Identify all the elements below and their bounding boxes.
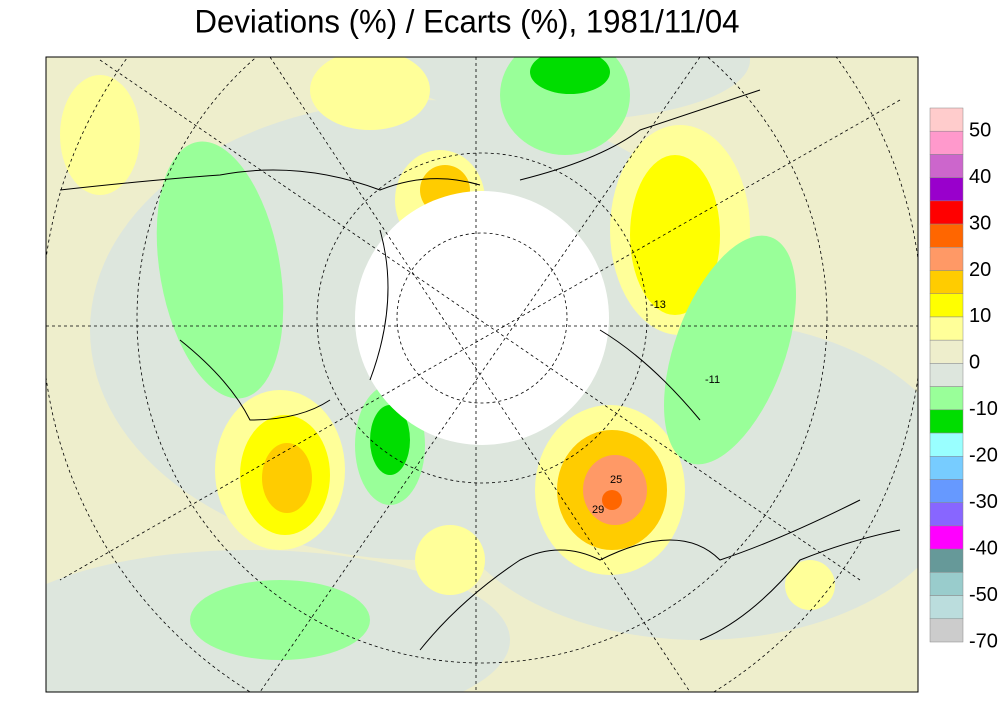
legend-label: -10 bbox=[969, 398, 998, 420]
legend: 50 40 30 20 10 0 -10 -20 -30 -40 -50 -70 bbox=[929, 107, 998, 652]
title: Deviations (%) / Ecarts (%), 1981/11/04 bbox=[195, 3, 740, 39]
legend-swatch bbox=[929, 572, 964, 596]
legend-label: -40 bbox=[969, 537, 998, 559]
legend-swatch bbox=[929, 479, 964, 503]
legend-label: 20 bbox=[969, 259, 991, 281]
legend-swatch bbox=[929, 548, 964, 573]
map: 29 25 -13 -11 bbox=[46, 57, 918, 692]
legend-label: 10 bbox=[969, 305, 991, 327]
legend-swatch bbox=[929, 177, 964, 202]
legend-label: -20 bbox=[969, 445, 998, 467]
legend-swatch bbox=[929, 247, 964, 271]
contour-label: 25 bbox=[610, 474, 622, 486]
legend-swatch bbox=[929, 316, 964, 341]
legend-swatch bbox=[929, 270, 964, 294]
legend-label: 40 bbox=[969, 166, 991, 188]
legend-swatch bbox=[929, 363, 964, 387]
legend-swatch bbox=[929, 154, 964, 178]
legend-swatch bbox=[929, 107, 964, 132]
contour-label: 29 bbox=[592, 504, 604, 516]
contour-label: -11 bbox=[705, 374, 720, 386]
legend-swatch bbox=[929, 386, 964, 411]
contour-label: -13 bbox=[650, 299, 666, 311]
legend-label: -50 bbox=[969, 584, 998, 606]
legend-swatch bbox=[929, 618, 964, 643]
legend-swatch bbox=[929, 409, 964, 434]
legend-swatch bbox=[929, 130, 964, 155]
legend-swatch bbox=[929, 502, 964, 527]
legend-label: -30 bbox=[969, 491, 998, 513]
legend-label: -70 bbox=[969, 630, 998, 652]
map-frame bbox=[45, 56, 919, 693]
legend-swatch bbox=[929, 595, 964, 620]
legend-label: 50 bbox=[969, 119, 991, 141]
legend-label: 0 bbox=[969, 352, 980, 374]
legend-swatch bbox=[929, 432, 964, 457]
legend-swatch bbox=[929, 339, 964, 364]
legend-swatch bbox=[929, 200, 964, 225]
legend-swatch bbox=[929, 456, 964, 480]
legend-swatch bbox=[929, 525, 964, 550]
legend-swatch bbox=[929, 293, 964, 318]
legend-label: 30 bbox=[969, 212, 991, 234]
legend-swatch bbox=[929, 223, 964, 248]
